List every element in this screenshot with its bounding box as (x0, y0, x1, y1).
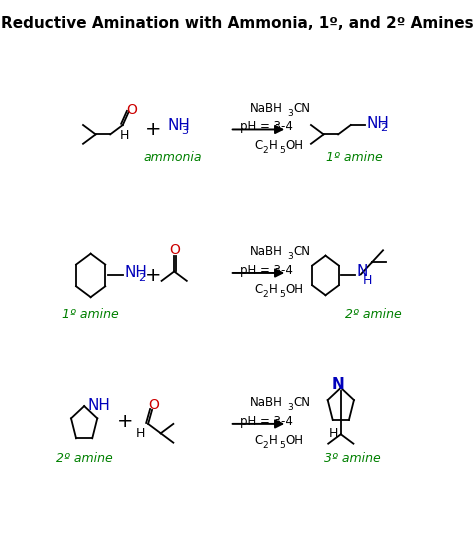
Text: H: H (328, 427, 338, 440)
Text: 2º amine: 2º amine (345, 308, 402, 321)
Text: N: N (332, 377, 345, 392)
Text: 2: 2 (138, 273, 146, 283)
Text: CN: CN (294, 245, 310, 258)
Text: H: H (363, 274, 373, 287)
Text: NaBH: NaBH (250, 396, 283, 409)
Text: Reductive Amination with Ammonia, 1º, and 2º Amines: Reductive Amination with Ammonia, 1º, an… (0, 16, 474, 31)
Text: pH = 3-4: pH = 3-4 (240, 264, 292, 277)
Text: +: + (117, 412, 133, 431)
Text: C: C (254, 434, 262, 447)
Text: CN: CN (294, 102, 310, 115)
Text: OH: OH (285, 283, 303, 296)
Text: C: C (254, 283, 262, 296)
Text: 5: 5 (280, 290, 285, 299)
Text: 2: 2 (262, 290, 268, 299)
Text: +: + (145, 266, 161, 285)
Text: N: N (357, 264, 368, 279)
Text: C: C (254, 139, 262, 152)
Text: pH = 3-4: pH = 3-4 (240, 415, 292, 428)
Text: 1º amine: 1º amine (326, 151, 383, 164)
Text: 5: 5 (280, 146, 285, 155)
Text: 1º amine: 1º amine (62, 308, 118, 321)
Text: NH: NH (124, 265, 147, 280)
Text: 2: 2 (262, 441, 268, 450)
Text: 3: 3 (287, 109, 293, 118)
Text: NH: NH (167, 118, 190, 133)
Text: OH: OH (285, 139, 303, 152)
Text: H: H (269, 283, 278, 296)
Text: O: O (170, 243, 181, 257)
Text: 5: 5 (280, 441, 285, 450)
Text: 3: 3 (181, 126, 188, 137)
Text: H: H (269, 434, 278, 447)
Text: CN: CN (294, 396, 310, 409)
Text: H: H (119, 129, 128, 143)
Text: ammonia: ammonia (143, 151, 201, 164)
Text: 2º amine: 2º amine (56, 452, 112, 465)
Text: O: O (148, 398, 159, 412)
Text: NaBH: NaBH (250, 245, 283, 258)
Text: NH: NH (88, 398, 111, 413)
Text: 3: 3 (287, 252, 293, 261)
Text: H: H (269, 139, 278, 152)
Text: NaBH: NaBH (250, 102, 283, 115)
Text: +: + (145, 120, 161, 139)
Text: 2: 2 (381, 123, 388, 133)
Text: O: O (126, 103, 137, 117)
Text: 3: 3 (287, 403, 293, 412)
Text: H: H (136, 427, 145, 440)
Text: NH: NH (367, 116, 390, 131)
Text: 3º amine: 3º amine (324, 452, 381, 465)
Text: 2: 2 (262, 146, 268, 155)
Text: OH: OH (285, 434, 303, 447)
Text: pH = 3-4: pH = 3-4 (240, 121, 292, 133)
